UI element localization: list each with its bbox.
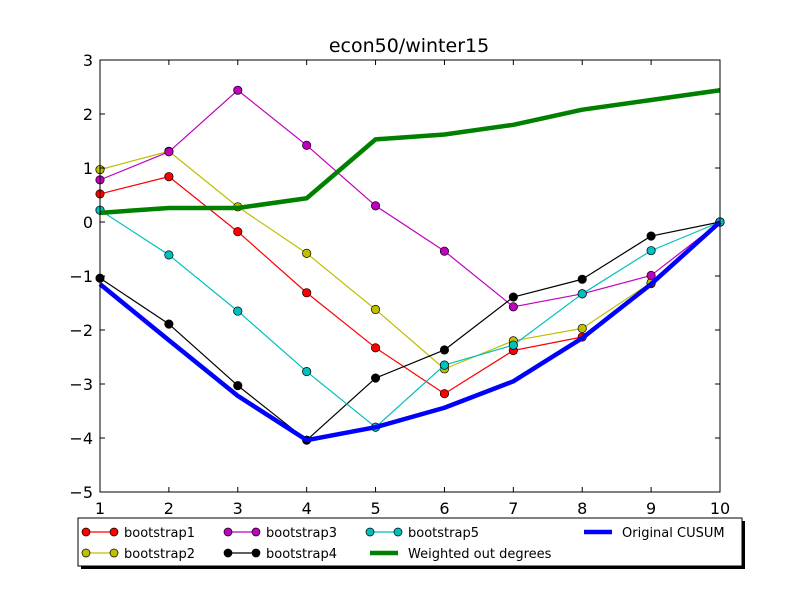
data-point-bootstrap3-3 [233,85,243,95]
series-line-original-cusum [98,220,722,443]
x-tick-label: 8 [577,499,587,518]
data-point-bootstrap5-7 [508,340,518,350]
y-tick-label: −3 [69,375,93,394]
data-point-bootstrap4-3 [233,381,243,391]
x-tick-label: 10 [710,499,730,518]
data-point-bootstrap5-8 [577,289,587,299]
legend-marker [393,527,403,537]
y-tick-label: −2 [69,321,93,340]
data-point-bootstrap1-3 [233,227,243,237]
series-line-bootstrap3 [99,89,721,308]
data-point-bootstrap5-9 [646,246,656,256]
y-axis: 3 2 1 0 −1 −2 −3 −4 −5 [69,51,720,502]
series-weighted-out-degrees [99,88,721,216]
data-point-bootstrap4-6 [439,345,449,355]
x-tick-label: 2 [164,499,174,518]
series-original-cusum [98,220,722,443]
data-point-bootstrap5-4 [302,367,312,377]
legend-marker [365,527,375,537]
y-tick-label: −4 [69,429,93,448]
x-tick-label: 5 [370,499,380,518]
legend-entry-weighted-out-degrees: Weighted out degrees [370,547,552,562]
legend-entry-original-cusum: Original CUSUM [584,526,725,541]
y-tick-label: 3 [83,51,93,70]
series-line-bootstrap5 [99,209,721,428]
x-axis: 1 2 3 4 5 6 7 8 9 10 [95,60,730,518]
x-tick-label: 3 [233,499,243,518]
legend-entry-bootstrap3: bootstrap3 [223,526,337,541]
y-tick-label: −5 [69,483,93,502]
data-point-bootstrap2-4 [302,248,312,258]
data-point-bootstrap3-9 [646,270,656,281]
data-point-bootstrap1-2 [164,172,174,182]
legend-marker [251,527,261,537]
legend-marker [223,548,233,558]
data-point-bootstrap3-6 [439,246,449,256]
legend-label: Weighted out degrees [408,547,552,562]
legend-marker [81,548,91,558]
legend-entry-bootstrap4: bootstrap4 [223,547,337,562]
legend-label: bootstrap3 [266,526,337,541]
plot-series [95,85,725,445]
series-bootstrap3 [95,85,725,312]
series-line-bootstrap4 [99,221,721,441]
data-point-bootstrap3-4 [302,140,312,150]
legend-marker [251,548,261,558]
x-tick-label: 4 [302,499,312,518]
legend-entry-bootstrap1: bootstrap1 [81,526,195,541]
y-tick-label: 0 [83,213,93,232]
data-point-bootstrap3-7 [508,302,518,312]
legend-marker [81,527,91,537]
y-tick-label: 1 [83,159,93,178]
data-point-bootstrap2-5 [371,304,381,315]
legend-label: Original CUSUM [622,526,725,541]
data-point-bootstrap5-3 [233,306,243,316]
series-line-weighted-out-degrees [99,88,721,216]
data-point-bootstrap4-5 [371,373,381,383]
data-point-bootstrap1-4 [302,288,312,298]
data-point-bootstrap5-6 [439,360,449,370]
legend-box [77,517,743,567]
data-point-bootstrap3-2 [164,147,174,157]
legend-label: bootstrap1 [124,526,195,541]
data-point-bootstrap1-6 [439,389,449,399]
y-tick-label: −1 [69,267,93,286]
data-point-bootstrap4-2 [164,319,174,329]
legend-marker [109,527,119,537]
legend-marker [223,527,233,537]
x-tick-label: 9 [646,499,656,518]
data-point-bootstrap1-5 [371,343,381,353]
chart-title: econ50/winter15 [329,35,489,57]
data-point-bootstrap4-8 [577,274,587,284]
data-point-bootstrap5-2 [164,250,174,260]
x-tick-label: 1 [95,499,105,518]
series-bootstrap4 [95,217,725,445]
x-tick-label: 7 [508,499,518,518]
data-point-bootstrap4-9 [646,231,656,241]
legend-entry-bootstrap5: bootstrap5 [365,526,479,541]
data-point-bootstrap3-5 [371,201,381,211]
data-point-bootstrap4-7 [508,292,518,302]
legend: bootstrap1 bootstrap2 bootstrap3 bootstrap4… [77,517,745,569]
legend-entry-bootstrap2: bootstrap2 [81,547,195,562]
legend-label: bootstrap2 [124,547,195,562]
x-tick-label: 6 [439,499,449,518]
series-bootstrap2 [95,146,725,374]
legend-marker [109,548,119,558]
data-point-bootstrap2-8 [577,323,587,333]
legend-label: bootstrap4 [266,547,337,562]
series-bootstrap5 [95,205,725,432]
y-tick-label: 2 [83,105,93,124]
series-line-bootstrap2 [99,150,721,370]
legend-label: bootstrap5 [408,526,479,541]
plot-frame [99,59,721,493]
